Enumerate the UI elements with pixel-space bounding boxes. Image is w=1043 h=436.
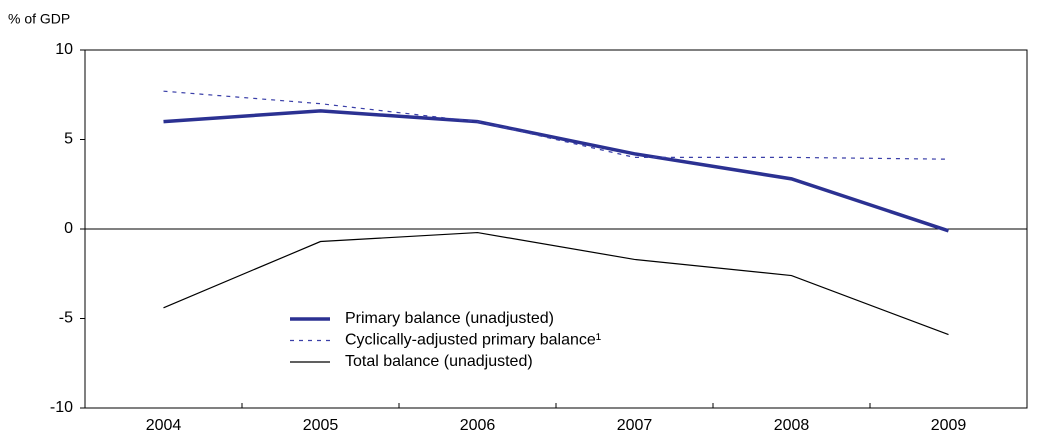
series-line <box>163 90 949 160</box>
legend-label: Primary balance (unadjusted) <box>345 310 554 327</box>
legend-label: Cyclically-adjusted primary balance¹ <box>345 332 601 349</box>
x-tick-label: 2009 <box>931 417 967 434</box>
y-tick-label: -5 <box>59 310 73 327</box>
x-tick-label: 2007 <box>617 417 653 434</box>
y-tick-label: 10 <box>55 41 73 58</box>
legend-label: Total balance (unadjusted) <box>345 353 533 370</box>
x-tick-label: 2005 <box>303 417 339 434</box>
y-tick-label: 0 <box>64 220 73 237</box>
x-tick-label: 2006 <box>460 417 496 434</box>
y-axis-label: % of GDP <box>8 11 70 27</box>
x-tick-label: 2004 <box>146 417 182 434</box>
series-line <box>163 231 949 336</box>
x-tick-label: 2008 <box>774 417 810 434</box>
y-tick-label: 5 <box>64 131 73 148</box>
y-tick-label: -10 <box>50 399 73 416</box>
series-line <box>163 109 950 233</box>
